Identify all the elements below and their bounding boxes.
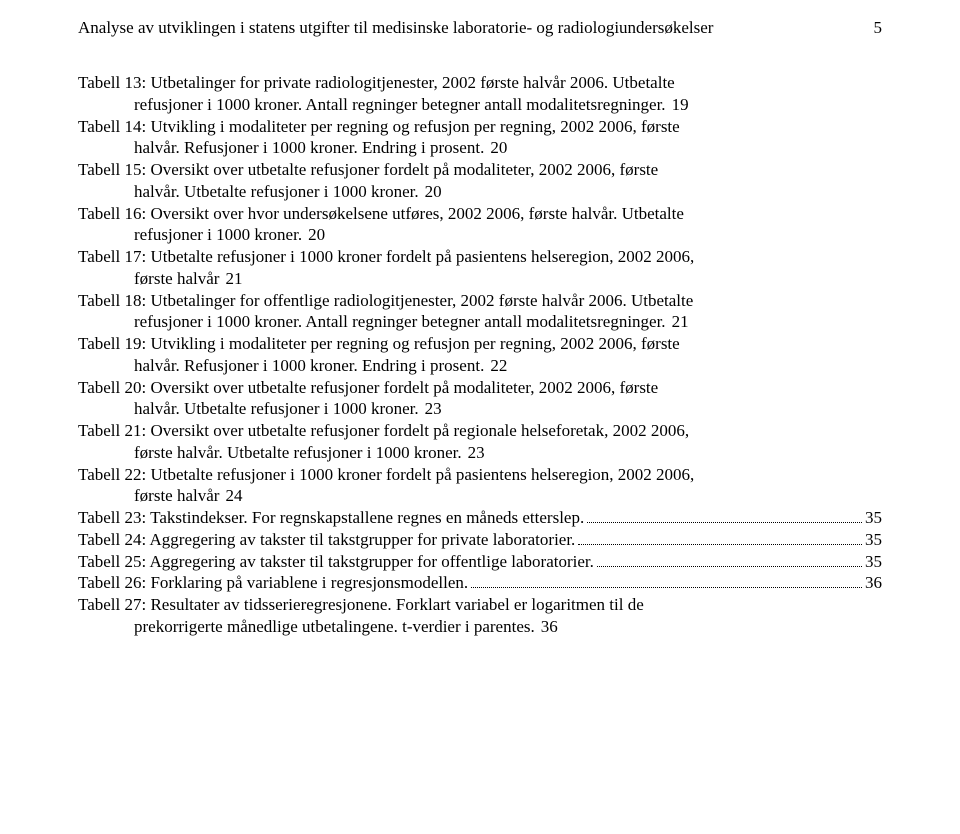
toc-entry: Tabell 13: Utbetalinger for private radi… bbox=[78, 72, 882, 116]
toc-entry-first-line: Tabell 21: Oversikt over utbetalte refus… bbox=[78, 421, 689, 440]
toc-entry-page: 20 bbox=[490, 138, 507, 157]
toc-entry-page: 22 bbox=[490, 356, 507, 375]
table-of-contents: Tabell 13: Utbetalinger for private radi… bbox=[78, 72, 882, 638]
toc-entry: Tabell 25: Aggregering av takster til ta… bbox=[78, 551, 882, 573]
toc-entry-page: 20 bbox=[308, 225, 325, 244]
toc-entry-text: refusjoner i 1000 kroner. Antall regning… bbox=[134, 95, 666, 114]
toc-entry-page: 23 bbox=[468, 443, 485, 462]
toc-entry-text: første halvår. Utbetalte refusjoner i 10… bbox=[134, 443, 462, 462]
toc-entry: Tabell 14: Utvikling i modaliteter per r… bbox=[78, 116, 882, 160]
toc-entry-page: 23 bbox=[425, 399, 442, 418]
toc-entry-text: Tabell 24: Aggregering av takster til ta… bbox=[78, 529, 575, 551]
toc-entry-line: Tabell 23: Takstindekser. For regnskapst… bbox=[78, 507, 882, 529]
toc-entry: Tabell 21: Oversikt over utbetalte refus… bbox=[78, 420, 882, 464]
toc-entry: Tabell 18: Utbetalinger for offentlige r… bbox=[78, 290, 882, 334]
toc-entry-continuation: første halvår 24 bbox=[78, 485, 882, 507]
toc-entry-continuation: refusjoner i 1000 kroner. Antall regning… bbox=[78, 311, 882, 333]
toc-entry-text: prekorrigerte månedlige utbetalingene. t… bbox=[134, 617, 535, 636]
toc-entry-line: Tabell 24: Aggregering av takster til ta… bbox=[78, 529, 882, 551]
toc-entry-continuation: første halvår 21 bbox=[78, 268, 882, 290]
toc-entry-page: 24 bbox=[225, 486, 242, 505]
toc-entry: Tabell 16: Oversikt over hvor undersøkel… bbox=[78, 203, 882, 247]
toc-entry-first-line: Tabell 18: Utbetalinger for offentlige r… bbox=[78, 291, 693, 310]
toc-entry-first-line: Tabell 22: Utbetalte refusjoner i 1000 k… bbox=[78, 465, 694, 484]
toc-entry-text: refusjoner i 1000 kroner. bbox=[134, 225, 302, 244]
toc-entry-text: Tabell 23: Takstindekser. For regnskapst… bbox=[78, 507, 584, 529]
toc-entry-text: refusjoner i 1000 kroner. Antall regning… bbox=[134, 312, 666, 331]
toc-leader-dots bbox=[471, 587, 862, 588]
toc-entry-page: 36 bbox=[865, 572, 882, 594]
toc-entry: Tabell 22: Utbetalte refusjoner i 1000 k… bbox=[78, 464, 882, 508]
toc-entry-page: 35 bbox=[865, 551, 882, 573]
toc-entry-text: Tabell 26: Forklaring på variablene i re… bbox=[78, 572, 468, 594]
toc-entry-page: 19 bbox=[672, 95, 689, 114]
toc-entry-page: 20 bbox=[425, 182, 442, 201]
toc-entry: Tabell 24: Aggregering av takster til ta… bbox=[78, 529, 882, 551]
running-header-title: Analyse av utviklingen i statens utgifte… bbox=[78, 18, 852, 38]
toc-entry-continuation: halvår. Refusjoner i 1000 kroner. Endrin… bbox=[78, 355, 882, 377]
toc-entry-first-line: Tabell 19: Utvikling i modaliteter per r… bbox=[78, 334, 680, 353]
running-header: Analyse av utviklingen i statens utgifte… bbox=[78, 18, 882, 38]
toc-entry-text: første halvår bbox=[134, 269, 219, 288]
toc-entry-page: 36 bbox=[541, 617, 558, 636]
toc-entry-page: 35 bbox=[865, 529, 882, 551]
toc-entry: Tabell 26: Forklaring på variablene i re… bbox=[78, 572, 882, 594]
toc-entry-continuation: refusjoner i 1000 kroner. Antall regning… bbox=[78, 94, 882, 116]
toc-entry-text: halvår. Utbetalte refusjoner i 1000 kron… bbox=[134, 182, 419, 201]
toc-entry-continuation: halvår. Utbetalte refusjoner i 1000 kron… bbox=[78, 398, 882, 420]
toc-entry-first-line: Tabell 14: Utvikling i modaliteter per r… bbox=[78, 117, 680, 136]
toc-entry-first-line: Tabell 13: Utbetalinger for private radi… bbox=[78, 73, 675, 92]
toc-entry-continuation: halvår. Utbetalte refusjoner i 1000 kron… bbox=[78, 181, 882, 203]
toc-entry: Tabell 20: Oversikt over utbetalte refus… bbox=[78, 377, 882, 421]
toc-entry: Tabell 23: Takstindekser. For regnskapst… bbox=[78, 507, 882, 529]
toc-entry-page: 21 bbox=[672, 312, 689, 331]
toc-entry-text: Tabell 25: Aggregering av takster til ta… bbox=[78, 551, 594, 573]
toc-entry-first-line: Tabell 15: Oversikt over utbetalte refus… bbox=[78, 160, 658, 179]
toc-entry-line: Tabell 26: Forklaring på variablene i re… bbox=[78, 572, 882, 594]
toc-entry-text: halvår. Utbetalte refusjoner i 1000 kron… bbox=[134, 399, 419, 418]
toc-entry-continuation: prekorrigerte månedlige utbetalingene. t… bbox=[78, 616, 882, 638]
toc-entry-first-line: Tabell 27: Resultater av tidsserieregres… bbox=[78, 595, 644, 614]
toc-entry-line: Tabell 25: Aggregering av takster til ta… bbox=[78, 551, 882, 573]
running-header-page-number: 5 bbox=[852, 18, 882, 38]
toc-entry-continuation: refusjoner i 1000 kroner. 20 bbox=[78, 224, 882, 246]
toc-entry: Tabell 19: Utvikling i modaliteter per r… bbox=[78, 333, 882, 377]
toc-entry-continuation: første halvår. Utbetalte refusjoner i 10… bbox=[78, 442, 882, 464]
page-body: Analyse av utviklingen i statens utgifte… bbox=[0, 0, 960, 638]
toc-entry-continuation: halvår. Refusjoner i 1000 kroner. Endrin… bbox=[78, 137, 882, 159]
toc-entry: Tabell 15: Oversikt over utbetalte refus… bbox=[78, 159, 882, 203]
toc-entry-text: første halvår bbox=[134, 486, 219, 505]
toc-entry: Tabell 27: Resultater av tidsserieregres… bbox=[78, 594, 882, 638]
toc-entry-page: 35 bbox=[865, 507, 882, 529]
toc-entry-first-line: Tabell 16: Oversikt over hvor undersøkel… bbox=[78, 204, 684, 223]
toc-entry-text: halvår. Refusjoner i 1000 kroner. Endrin… bbox=[134, 356, 484, 375]
toc-leader-dots bbox=[587, 522, 862, 523]
toc-entry-page: 21 bbox=[225, 269, 242, 288]
toc-entry-text: halvår. Refusjoner i 1000 kroner. Endrin… bbox=[134, 138, 484, 157]
toc-leader-dots bbox=[597, 566, 862, 567]
toc-leader-dots bbox=[578, 544, 862, 545]
toc-entry-first-line: Tabell 20: Oversikt over utbetalte refus… bbox=[78, 378, 658, 397]
toc-entry: Tabell 17: Utbetalte refusjoner i 1000 k… bbox=[78, 246, 882, 290]
toc-entry-first-line: Tabell 17: Utbetalte refusjoner i 1000 k… bbox=[78, 247, 694, 266]
